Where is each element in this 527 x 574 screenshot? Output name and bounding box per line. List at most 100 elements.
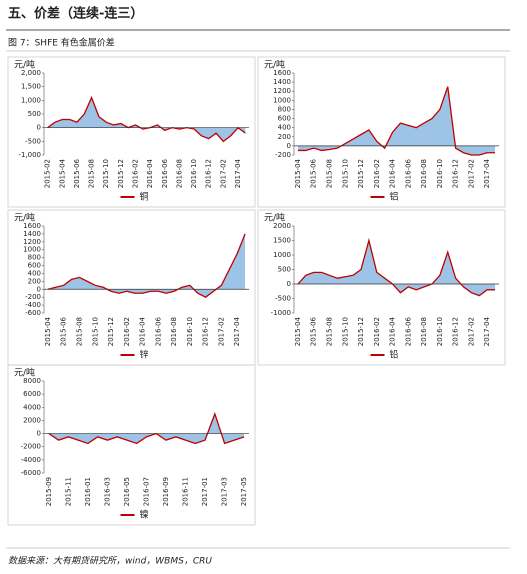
y-tick-label: 1600 (273, 69, 291, 77)
y-tick-label: 600 (278, 115, 291, 123)
x-tick-label: 2016-10 (190, 159, 198, 188)
y-tick-label: 1,000 (21, 96, 41, 104)
x-tick-label: 2016-06 (161, 158, 169, 188)
legend-label: 锌 (140, 349, 149, 361)
y-tick-label: 1000 (23, 246, 41, 254)
y-tick-label: 0 (37, 124, 41, 132)
y-tick-label: -4000 (21, 456, 41, 464)
legend-label: 铝 (390, 191, 399, 203)
panel-frame (7, 364, 256, 526)
y-unit-label: 元/吨 (264, 212, 285, 224)
x-tick-label: 2017-02 (467, 317, 475, 346)
y-unit-label: 元/吨 (264, 59, 285, 71)
x-tick-label: 2016-10 (436, 317, 444, 346)
y-tick-label: 0 (37, 430, 41, 438)
x-tick-label: 2015-12 (357, 159, 365, 188)
y-tick-label: 8000 (23, 377, 41, 385)
x-tick-label: 2017-02 (467, 159, 475, 188)
y-tick-label: 800 (278, 105, 291, 113)
x-tick-label: 2015-04 (294, 158, 302, 188)
line (297, 86, 496, 156)
x-tick-label: 2015-08 (88, 159, 96, 188)
x-tick-label: 2015-06 (310, 158, 318, 188)
x-tick-label: 2015-06 (310, 316, 318, 346)
y-tick-label: -1000 (271, 309, 291, 317)
x-tick-label: 2016-12 (452, 159, 460, 188)
x-tick-label: 2016-12 (202, 317, 210, 346)
x-tick-label: 2015-04 (294, 316, 302, 346)
x-tick-label: 2015-09 (45, 477, 53, 506)
x-tick-label: 2017-04 (483, 316, 491, 346)
x-tick-label: 2016-10 (186, 317, 194, 346)
figure-caption: 图 7：SHFE 有色金属价差 (8, 37, 115, 49)
y-tick-label: 2000 (23, 416, 41, 424)
y-tick-label: 1,500 (21, 83, 41, 91)
area (48, 413, 245, 444)
x-tick-label: 2016-06 (404, 316, 412, 346)
y-tick-label: 6000 (23, 390, 41, 398)
area (297, 86, 496, 155)
y-tick-label: 1200 (273, 87, 291, 95)
x-tick-label: 2016-11 (182, 477, 190, 506)
x-tick-label: 2016-08 (420, 159, 428, 188)
area (297, 240, 496, 296)
x-tick-label: 2015-08 (325, 317, 333, 346)
x-tick-label: 2016-01 (84, 477, 92, 506)
y-tick-label: -500 (275, 295, 291, 303)
x-tick-label: 2016-08 (420, 317, 428, 346)
x-tick-label: 2015-10 (102, 159, 110, 188)
x-tick-label: 2015-08 (325, 159, 333, 188)
x-tick-label: 2016-12 (205, 159, 213, 188)
y-tick-label: -200 (275, 151, 291, 159)
legend-label: 镍 (140, 509, 149, 521)
x-tick-label: 2017-05 (240, 477, 248, 506)
y-tick-label: 600 (28, 262, 41, 270)
x-tick-label: 2015-11 (64, 477, 72, 506)
area (47, 97, 246, 142)
x-tick-label: 2016-08 (170, 317, 178, 346)
x-tick-label: 2015-12 (107, 317, 115, 346)
y-tick-label: 1000 (273, 96, 291, 104)
y-tick-label: 800 (28, 254, 41, 262)
x-tick-label: 2016-06 (154, 316, 162, 346)
y-tick-label: -400 (25, 301, 41, 309)
x-tick-label: 2015-02 (44, 159, 52, 188)
x-tick-label: 2016-02 (373, 317, 381, 346)
y-tick-label: 0 (37, 285, 41, 293)
y-unit-label: 元/吨 (14, 212, 35, 224)
y-tick-label: -1,000 (18, 151, 41, 159)
legend-label: 铅 (390, 349, 399, 361)
area (47, 233, 246, 298)
x-tick-label: 2015-04 (58, 158, 66, 188)
y-tick-label: -6000 (21, 469, 41, 477)
line (47, 95, 246, 143)
y-tick-label: -2000 (21, 443, 41, 451)
y-tick-label: 200 (28, 277, 41, 285)
y-tick-label: 500 (278, 266, 291, 274)
y-tick-label: 400 (278, 124, 291, 132)
section-title: 五、价差（连续-连三） (8, 6, 143, 22)
x-tick-label: 2015-10 (341, 159, 349, 188)
x-tick-label: 2017-01 (201, 477, 209, 506)
x-tick-label: 2015-06 (73, 158, 81, 188)
x-tick-label: 2017-03 (221, 477, 229, 506)
x-tick-label: 2016-06 (404, 158, 412, 188)
y-tick-label: 1400 (273, 78, 291, 86)
x-tick-label: 2017-02 (219, 159, 227, 188)
x-tick-label: 2016-08 (175, 159, 183, 188)
x-tick-label: 2016-04 (139, 316, 147, 346)
x-tick-label: 2016-10 (436, 159, 444, 188)
y-tick-label: -200 (25, 293, 41, 301)
y-tick-label: 1600 (23, 222, 41, 230)
x-tick-label: 2017-02 (217, 317, 225, 346)
x-tick-label: 2016-02 (123, 317, 131, 346)
source-note: 数据来源：大有期货研究所，wind，WBMS，CRU (8, 556, 212, 567)
x-tick-label: 2017-04 (483, 158, 491, 188)
y-tick-label: 200 (278, 133, 291, 141)
x-tick-label: 2016-12 (452, 317, 460, 346)
x-tick-label: 2016-04 (389, 316, 397, 346)
x-tick-label: 2017-04 (233, 316, 241, 346)
panel-frame (257, 56, 506, 208)
